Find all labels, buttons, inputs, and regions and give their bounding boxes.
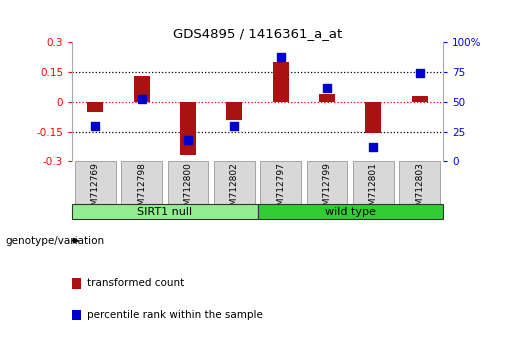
- Title: GDS4895 / 1416361_a_at: GDS4895 / 1416361_a_at: [173, 27, 342, 40]
- Bar: [121, 161, 162, 204]
- Point: [277, 54, 285, 59]
- Bar: [260, 161, 301, 204]
- Text: wild type: wild type: [325, 207, 375, 217]
- Point: [323, 85, 331, 90]
- Text: SIRT1 null: SIRT1 null: [137, 207, 193, 217]
- Bar: [353, 161, 394, 204]
- Text: GSM712800: GSM712800: [183, 162, 193, 217]
- Text: GSM712799: GSM712799: [322, 162, 332, 217]
- Bar: [319, 94, 335, 102]
- Bar: [306, 161, 348, 204]
- Bar: [226, 102, 243, 120]
- Bar: [72, 204, 258, 219]
- Text: GSM712801: GSM712801: [369, 162, 378, 217]
- Text: GSM712802: GSM712802: [230, 162, 239, 217]
- Bar: [399, 161, 440, 204]
- Text: GSM712798: GSM712798: [137, 162, 146, 217]
- Bar: [272, 62, 289, 102]
- Bar: [214, 161, 255, 204]
- Bar: [167, 161, 209, 204]
- Bar: [258, 204, 443, 219]
- Bar: [87, 102, 104, 112]
- Point: [230, 123, 238, 129]
- Text: percentile rank within the sample: percentile rank within the sample: [87, 310, 263, 320]
- Point: [416, 70, 424, 76]
- Bar: [411, 96, 428, 102]
- Point: [369, 144, 377, 150]
- Bar: [180, 102, 196, 155]
- Point: [184, 137, 192, 143]
- Text: transformed count: transformed count: [87, 278, 184, 288]
- Text: GSM712803: GSM712803: [415, 162, 424, 217]
- Text: GSM712797: GSM712797: [276, 162, 285, 217]
- Point: [91, 123, 99, 129]
- Bar: [365, 102, 382, 133]
- Bar: [75, 161, 116, 204]
- Point: [138, 97, 146, 102]
- Text: GSM712769: GSM712769: [91, 162, 100, 217]
- Text: genotype/variation: genotype/variation: [5, 236, 104, 246]
- Bar: [133, 76, 150, 102]
